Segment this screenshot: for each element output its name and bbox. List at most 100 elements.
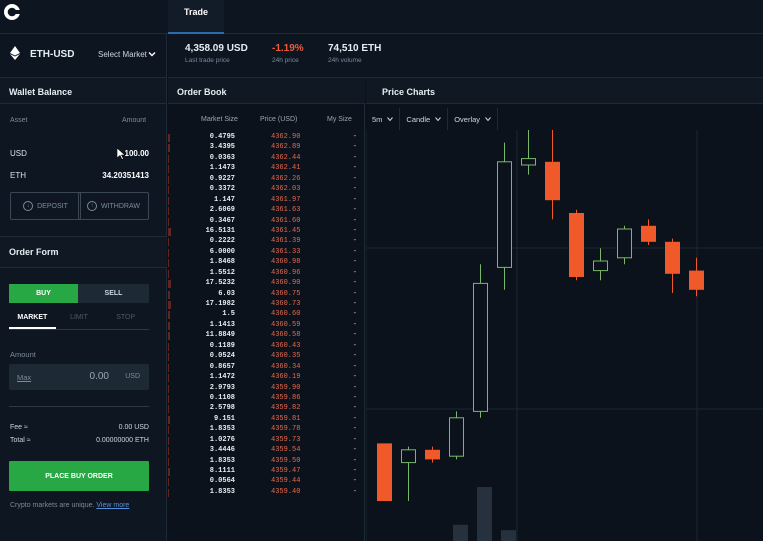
depth-bar bbox=[168, 405, 169, 414]
order-book-row[interactable]: 0.0363 4362.44 - bbox=[168, 154, 365, 164]
depth-bar bbox=[168, 207, 169, 216]
order-book-row[interactable]: 6.0000 4361.33 - bbox=[168, 248, 365, 258]
my-size: - bbox=[352, 456, 357, 465]
chevron-down-icon bbox=[435, 117, 442, 122]
depth-bar bbox=[168, 269, 169, 278]
market-size: 0.9227 bbox=[209, 174, 235, 183]
order-book-row[interactable]: 0.2222 4361.39 - bbox=[168, 237, 365, 247]
overlay-dropdown[interactable]: Overlay bbox=[448, 108, 499, 130]
price: 4360.19 bbox=[271, 373, 301, 382]
deposit-button[interactable]: ↓ DEPOSIT bbox=[10, 192, 81, 220]
ticker-stats: 4,358.09 USD Last trade price -1.19% 24h… bbox=[168, 34, 763, 78]
depth-bar bbox=[168, 280, 171, 289]
arrow-down-icon: ↓ bbox=[23, 201, 34, 211]
depth-bar bbox=[168, 478, 169, 487]
order-book-row[interactable]: 17.1982 4360.73 - bbox=[168, 300, 365, 310]
max-link[interactable]: Max bbox=[17, 373, 32, 382]
wallet-balance-title: Wallet Balance bbox=[0, 78, 166, 104]
depth-bar bbox=[168, 217, 169, 226]
select-market-dropdown[interactable]: Select Market bbox=[98, 50, 147, 59]
order-book-row[interactable]: 0.4795 4362.90 - bbox=[168, 133, 365, 143]
order-book-row[interactable]: 0.0524 4360.35 - bbox=[168, 352, 365, 362]
my-size: - bbox=[352, 237, 357, 246]
order-book-row[interactable]: 1.1413 4360.59 - bbox=[168, 321, 365, 331]
my-size: - bbox=[352, 425, 357, 434]
candlestick-chart[interactable] bbox=[366, 130, 763, 541]
chevron-down-icon[interactable] bbox=[148, 50, 156, 58]
buy-sell-toggle: BUY SELL bbox=[9, 284, 149, 303]
order-book-row[interactable]: 1.8468 4360.98 - bbox=[168, 258, 365, 268]
candle-body bbox=[449, 417, 464, 457]
order-book-row[interactable]: 0.1189 4360.43 - bbox=[168, 342, 365, 352]
depth-bar bbox=[168, 488, 169, 497]
order-book-row[interactable]: 0.1108 4359.86 - bbox=[168, 394, 365, 404]
price: 4360.73 bbox=[271, 300, 301, 308]
chart-type-dropdown[interactable]: Candle bbox=[400, 108, 449, 130]
order-book-row[interactable]: 1.8353 4359.40 - bbox=[168, 488, 365, 498]
sell-tab[interactable]: SELL bbox=[78, 284, 149, 303]
order-book-row[interactable]: 1.8353 4359.78 - bbox=[168, 425, 365, 435]
order-book-row[interactable]: 2.6069 4361.63 - bbox=[168, 206, 365, 216]
amount-input[interactable]: Max 0.00 USD bbox=[9, 364, 149, 390]
market-size: 3.4446 bbox=[209, 446, 235, 455]
amount-value: 0.00 bbox=[89, 371, 109, 382]
depth-bar bbox=[168, 175, 169, 184]
price: 4361.39 bbox=[271, 237, 301, 246]
interval-dropdown[interactable]: 5m bbox=[366, 108, 401, 130]
market-size: 0.4795 bbox=[209, 133, 235, 141]
trading-pair: ETH-USD bbox=[30, 49, 75, 60]
order-book-row[interactable]: 9.151 4359.81 - bbox=[168, 415, 365, 425]
volume-bar bbox=[453, 524, 468, 541]
order-book-row[interactable]: 1.147 4361.97 - bbox=[168, 196, 365, 206]
market-size: 6.0000 bbox=[209, 247, 235, 256]
market-size: 1.0276 bbox=[209, 435, 235, 444]
order-book-row[interactable]: 1.5512 4360.96 - bbox=[168, 269, 365, 279]
candle-body bbox=[569, 213, 584, 277]
withdraw-button[interactable]: ↑ WITHDRAW bbox=[78, 192, 149, 220]
view-more-link[interactable]: View more bbox=[96, 502, 130, 509]
order-book-row[interactable]: 6.03 4360.75 - bbox=[168, 290, 365, 300]
depth-bar bbox=[168, 353, 169, 362]
my-size: - bbox=[352, 289, 357, 298]
order-book-row[interactable]: 0.9227 4362.26 - bbox=[168, 175, 365, 185]
order-book-row[interactable]: 0.3467 4361.60 - bbox=[168, 217, 365, 227]
my-size: - bbox=[352, 216, 357, 225]
tab-trade[interactable]: Trade bbox=[168, 0, 224, 34]
order-book-row[interactable]: 3.4446 4359.54 - bbox=[168, 446, 365, 456]
candle-body bbox=[665, 241, 680, 274]
order-book-row[interactable]: 3.4395 4362.89 - bbox=[168, 143, 365, 153]
order-book-row[interactable]: 16.5131 4361.45 - bbox=[168, 227, 365, 237]
order-book-row[interactable]: 1.1472 4360.19 - bbox=[168, 373, 365, 383]
order-book-row[interactable]: 2.5798 4359.82 - bbox=[168, 404, 365, 414]
market-size: 0.1108 bbox=[209, 393, 235, 402]
order-book-row[interactable]: 1.8353 4359.50 - bbox=[168, 457, 365, 467]
market-size: 1.1473 bbox=[209, 164, 235, 173]
tab-stop[interactable]: STOP bbox=[116, 314, 136, 321]
depth-bar bbox=[168, 394, 169, 403]
order-book-row[interactable]: 0.0564 4359.44 - bbox=[168, 477, 365, 487]
price: 4362.41 bbox=[271, 164, 301, 173]
order-book-row[interactable]: 1.5 4360.60 - bbox=[168, 310, 365, 320]
order-book-row[interactable]: 11.8849 4360.58 - bbox=[168, 331, 365, 341]
order-book-row[interactable]: 1.0276 4359.73 - bbox=[168, 436, 365, 446]
place-buy-order-button[interactable]: PLACE BUY ORDER bbox=[9, 461, 149, 491]
order-book-row[interactable]: 1.1473 4362.41 - bbox=[168, 164, 365, 174]
order-book-row[interactable]: 0.8657 4360.34 - bbox=[168, 363, 365, 373]
market-size: 1.1413 bbox=[209, 320, 235, 329]
depth-bar bbox=[168, 374, 169, 383]
tab-limit[interactable]: LIMIT bbox=[70, 314, 88, 321]
tab-market[interactable]: MARKET bbox=[9, 314, 56, 329]
candle-body bbox=[689, 270, 704, 290]
order-book-row[interactable]: 2.9793 4359.90 - bbox=[168, 384, 365, 394]
change-value: -1.19% bbox=[272, 43, 304, 54]
order-book-row[interactable]: 0.3372 4362.03 - bbox=[168, 185, 365, 195]
order-book-row[interactable]: 8.1111 4359.47 - bbox=[168, 467, 365, 477]
total-value: 0.00000000 ETH bbox=[96, 437, 149, 444]
order-book-row[interactable]: 17.5232 4360.90 - bbox=[168, 279, 365, 289]
buy-tab[interactable]: BUY bbox=[9, 284, 78, 303]
coinbase-logo[interactable] bbox=[0, 0, 24, 24]
price: 4360.75 bbox=[271, 289, 301, 298]
my-size: - bbox=[352, 247, 357, 256]
depth-bar bbox=[168, 227, 171, 236]
price: 4360.35 bbox=[271, 352, 301, 361]
